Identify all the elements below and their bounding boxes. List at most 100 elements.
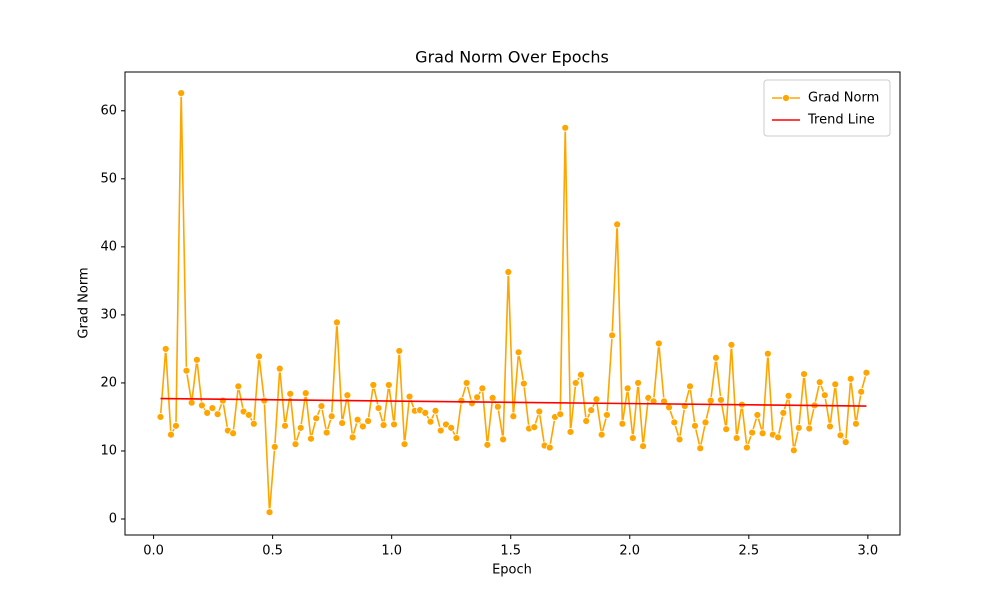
data-point bbox=[379, 421, 388, 430]
data-point bbox=[167, 430, 175, 439]
x-tick-label: 0.5 bbox=[262, 544, 283, 559]
y-tick-label: 30 bbox=[100, 307, 117, 322]
data-point bbox=[364, 417, 372, 425]
data-point bbox=[203, 408, 212, 417]
data-point bbox=[473, 393, 482, 402]
data-point bbox=[670, 418, 679, 427]
plot-frame bbox=[124, 71, 901, 536]
x-tick-label: 1.0 bbox=[381, 544, 402, 559]
data-point bbox=[275, 364, 284, 373]
data-point bbox=[634, 379, 642, 387]
data-point bbox=[281, 421, 289, 430]
data-point bbox=[701, 418, 710, 427]
data-point bbox=[561, 123, 570, 132]
data-point bbox=[841, 438, 850, 447]
data-point bbox=[452, 434, 461, 442]
data-point bbox=[514, 348, 523, 357]
data-point bbox=[587, 406, 596, 415]
data-point bbox=[234, 382, 243, 391]
data-point bbox=[312, 414, 321, 423]
data-point bbox=[805, 424, 814, 433]
data-point bbox=[577, 370, 585, 379]
legend-label: Grad Norm bbox=[808, 91, 879, 106]
data-point bbox=[255, 352, 263, 361]
data-point bbox=[836, 431, 845, 440]
data-point bbox=[566, 428, 575, 436]
data-point bbox=[519, 379, 528, 388]
data-point bbox=[249, 419, 258, 428]
data-point bbox=[826, 422, 834, 431]
data-point bbox=[405, 392, 414, 401]
data-point bbox=[156, 413, 165, 421]
data-point bbox=[535, 407, 544, 416]
data-point bbox=[779, 408, 788, 417]
data-point bbox=[301, 389, 310, 398]
data-point bbox=[815, 378, 824, 387]
data-point bbox=[338, 419, 347, 427]
x-tick-label: 1.5 bbox=[500, 544, 521, 559]
chart-title: Grad Norm Over Epochs bbox=[415, 48, 609, 67]
y-tick-label: 50 bbox=[100, 171, 117, 186]
data-point bbox=[343, 391, 352, 400]
data-point bbox=[784, 391, 793, 400]
data-point bbox=[613, 220, 622, 229]
data-point bbox=[530, 423, 539, 432]
data-point bbox=[493, 402, 502, 411]
y-tick-label: 10 bbox=[100, 443, 117, 458]
data-point bbox=[582, 417, 591, 425]
data-point bbox=[488, 394, 497, 402]
data-point bbox=[743, 443, 751, 452]
data-point bbox=[628, 434, 637, 442]
data-point bbox=[244, 411, 253, 419]
x-tick-label: 0.0 bbox=[143, 544, 164, 559]
data-point bbox=[794, 423, 803, 432]
data-point bbox=[727, 340, 736, 349]
data-point bbox=[789, 446, 798, 455]
data-point bbox=[603, 411, 611, 419]
data-point bbox=[478, 384, 487, 393]
data-point bbox=[675, 435, 684, 444]
data-point bbox=[763, 349, 772, 358]
data-point bbox=[732, 434, 741, 442]
data-point bbox=[753, 411, 762, 419]
data-point bbox=[327, 412, 336, 421]
data-point bbox=[421, 408, 430, 417]
y-tick-label: 0 bbox=[109, 512, 117, 527]
data-point bbox=[717, 396, 725, 404]
data-point bbox=[395, 347, 404, 355]
x-tick-label: 2.5 bbox=[738, 544, 759, 559]
data-point bbox=[193, 355, 201, 364]
data-point bbox=[691, 421, 699, 430]
data-point bbox=[457, 396, 466, 405]
data-point bbox=[597, 430, 606, 439]
data-point bbox=[353, 415, 362, 424]
data-point bbox=[820, 391, 829, 400]
data-point bbox=[504, 268, 513, 276]
data-point bbox=[748, 428, 757, 437]
data-point bbox=[862, 368, 871, 377]
data-point bbox=[265, 508, 274, 517]
data-point bbox=[660, 397, 668, 406]
data-point bbox=[390, 420, 398, 429]
legend-box bbox=[763, 79, 891, 137]
y-tick-label: 40 bbox=[100, 239, 117, 254]
data-point bbox=[857, 387, 866, 396]
data-point bbox=[384, 381, 393, 389]
data-point bbox=[618, 419, 627, 428]
data-point bbox=[483, 440, 492, 449]
series-line bbox=[160, 397, 867, 407]
data-point bbox=[831, 380, 840, 389]
data-point bbox=[348, 433, 357, 442]
data-point bbox=[706, 396, 715, 405]
x-tick-label: 2.0 bbox=[619, 544, 640, 559]
data-point bbox=[712, 353, 720, 362]
data-point bbox=[846, 374, 855, 383]
data-point bbox=[722, 425, 731, 434]
x-axis-label: Epoch bbox=[492, 563, 532, 578]
data-point bbox=[374, 404, 383, 413]
data-point bbox=[623, 384, 632, 393]
data-point bbox=[654, 339, 663, 348]
data-point bbox=[665, 403, 673, 412]
legend-label: Trend Line bbox=[807, 113, 875, 128]
